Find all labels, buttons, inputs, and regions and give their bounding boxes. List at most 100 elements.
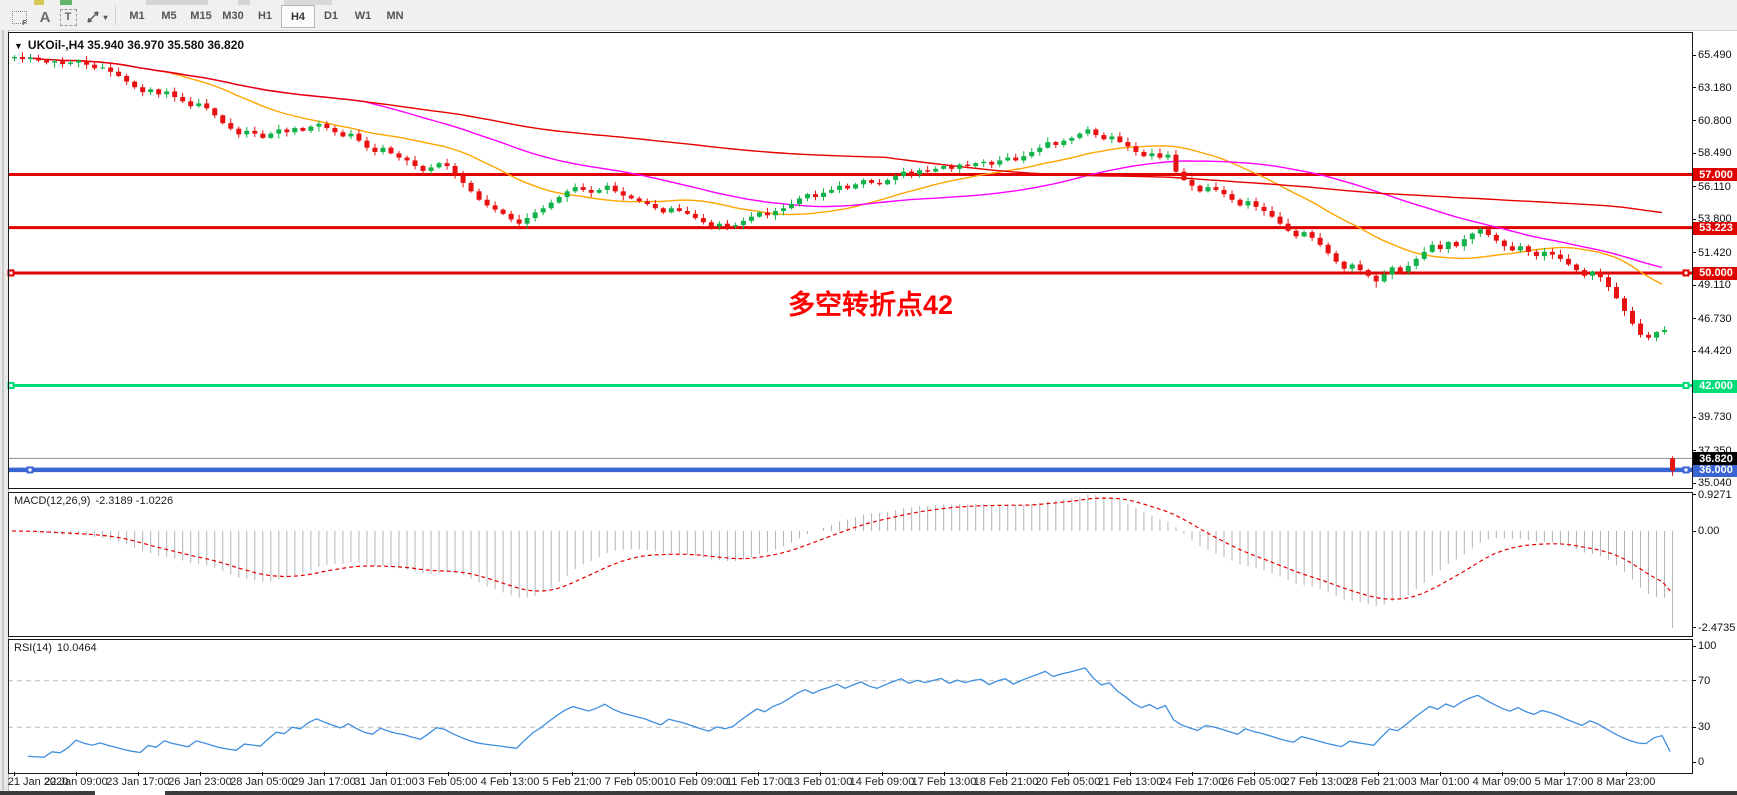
candle-body	[60, 61, 66, 65]
hline-handle[interactable]	[1682, 382, 1690, 390]
time-axis-label: 4 Feb 13:00	[480, 776, 540, 788]
symbol-dropdown-icon[interactable]: ▼	[14, 41, 23, 51]
text-label-icon[interactable]: A	[39, 8, 51, 26]
candle-body	[1589, 271, 1595, 276]
candle-body	[949, 166, 955, 169]
time-tick	[1564, 772, 1565, 776]
candle-body	[796, 198, 802, 205]
time-axis-label: 21 Feb 13:00	[1097, 776, 1163, 788]
hline-handle[interactable]	[1682, 466, 1690, 474]
rsi-panel[interactable]	[8, 639, 1693, 774]
candle-body	[1173, 154, 1179, 172]
price-axis-label: 44.420	[1698, 345, 1732, 358]
timeframe-H1-button[interactable]: H1	[257, 9, 273, 22]
candle-body	[228, 123, 234, 129]
candle-body	[732, 225, 738, 227]
time-tick	[820, 772, 821, 776]
time-axis-label: 24 Feb 17:00	[1159, 776, 1225, 788]
candle-body	[172, 91, 178, 98]
price-badge-42.000: 42.000	[1693, 379, 1737, 393]
timeframe-M30-button[interactable]: M30	[222, 9, 244, 22]
candle-body	[1093, 129, 1099, 136]
time-tick	[1316, 772, 1317, 776]
dropdown-caret-icon: ▾	[103, 12, 108, 22]
macd-label: MACD(12,26,9) -2.3189 -1.0226	[14, 495, 174, 507]
ma-45-line	[27, 57, 1663, 269]
timeframe-M5-button[interactable]: M5	[161, 9, 177, 22]
timeframe-MN-button[interactable]: MN	[386, 9, 404, 22]
timeframe-M1-button[interactable]: M1	[129, 9, 145, 22]
candle-body	[989, 161, 995, 165]
candle-body	[1181, 171, 1187, 181]
hline-handle[interactable]	[26, 466, 34, 474]
candle-body	[1269, 211, 1275, 217]
indicator-grid-icon[interactable]: F	[8, 7, 30, 27]
candle-body	[156, 89, 162, 95]
toolbar-fragment	[60, 0, 72, 5]
time-tick	[1378, 772, 1379, 776]
toolbar-fragment	[34, 0, 44, 5]
candle-body	[52, 61, 58, 63]
candle-body	[877, 182, 883, 185]
price-tick	[1692, 645, 1696, 647]
price-tick	[1692, 726, 1696, 728]
candle-body	[1573, 264, 1579, 271]
bottom-edge-strip	[165, 791, 1737, 795]
timeframe-W1-button[interactable]: W1	[354, 9, 372, 22]
price-tick	[1692, 54, 1696, 56]
timeframe-H4-button[interactable]: H4	[281, 5, 315, 28]
candle-body	[1005, 157, 1011, 161]
time-tick	[138, 772, 139, 776]
price-tick	[1692, 482, 1696, 484]
candle-body	[340, 132, 346, 137]
candle-body	[308, 126, 314, 131]
candle-body	[20, 56, 26, 60]
candle-body	[748, 216, 754, 221]
candle-body	[676, 208, 682, 212]
candle-body	[1101, 135, 1107, 140]
price-axis-label: 56.110	[1698, 180, 1731, 193]
candle-body	[853, 184, 859, 189]
candle-body	[804, 194, 810, 199]
time-axis-label: 26 Feb 05:00	[1221, 776, 1287, 788]
candle-body	[1165, 154, 1171, 158]
candle-body	[1413, 258, 1419, 266]
candle-body	[1061, 140, 1067, 145]
candle-body	[1245, 201, 1251, 206]
time-tick	[76, 772, 77, 776]
hline-handle-center	[1684, 384, 1688, 388]
shapes-tool-icon[interactable]: ▾	[82, 7, 112, 27]
candle-body	[1638, 323, 1644, 335]
time-axis-label: 21 Jan 2020	[7, 776, 69, 788]
time-axis-label: 14 Feb 09:00	[849, 776, 915, 788]
candle-body	[1357, 264, 1363, 271]
candle-body	[1149, 153, 1155, 157]
time-axis-label: 10 Feb 09:00	[663, 776, 729, 788]
candle-body	[973, 163, 979, 167]
timeframe-M15-button[interactable]: M15	[190, 9, 212, 22]
hline-handle[interactable]	[1682, 269, 1690, 277]
price-axis-label: 58.490	[1698, 147, 1732, 160]
price-tick	[1692, 627, 1696, 629]
rsi-scale-label: 70	[1698, 674, 1711, 687]
candle-body	[829, 189, 835, 193]
candle-body	[724, 223, 730, 227]
candle-body	[1453, 241, 1459, 247]
candle-body	[1277, 216, 1283, 224]
toolbar-fragment	[238, 0, 250, 5]
candle-body	[380, 147, 386, 152]
candle-body	[1045, 142, 1051, 148]
candle-body	[1125, 142, 1131, 147]
time-axis-label: 5 Feb 21:00	[542, 776, 602, 788]
time-tick	[1254, 772, 1255, 776]
macd-scale-max: 0.9271	[1698, 488, 1732, 501]
text-box-icon[interactable]: T	[58, 7, 78, 27]
chart-annotation[interactable]: 多空转折点42	[788, 290, 954, 320]
time-axis-label: 28 Feb 21:00	[1345, 776, 1411, 788]
main-chart-panel[interactable]	[8, 32, 1693, 489]
candle-body	[1541, 251, 1547, 257]
macd-panel[interactable]	[8, 492, 1693, 637]
timeframe-D1-button[interactable]: D1	[323, 9, 339, 22]
toolbar-separator	[115, 5, 116, 25]
